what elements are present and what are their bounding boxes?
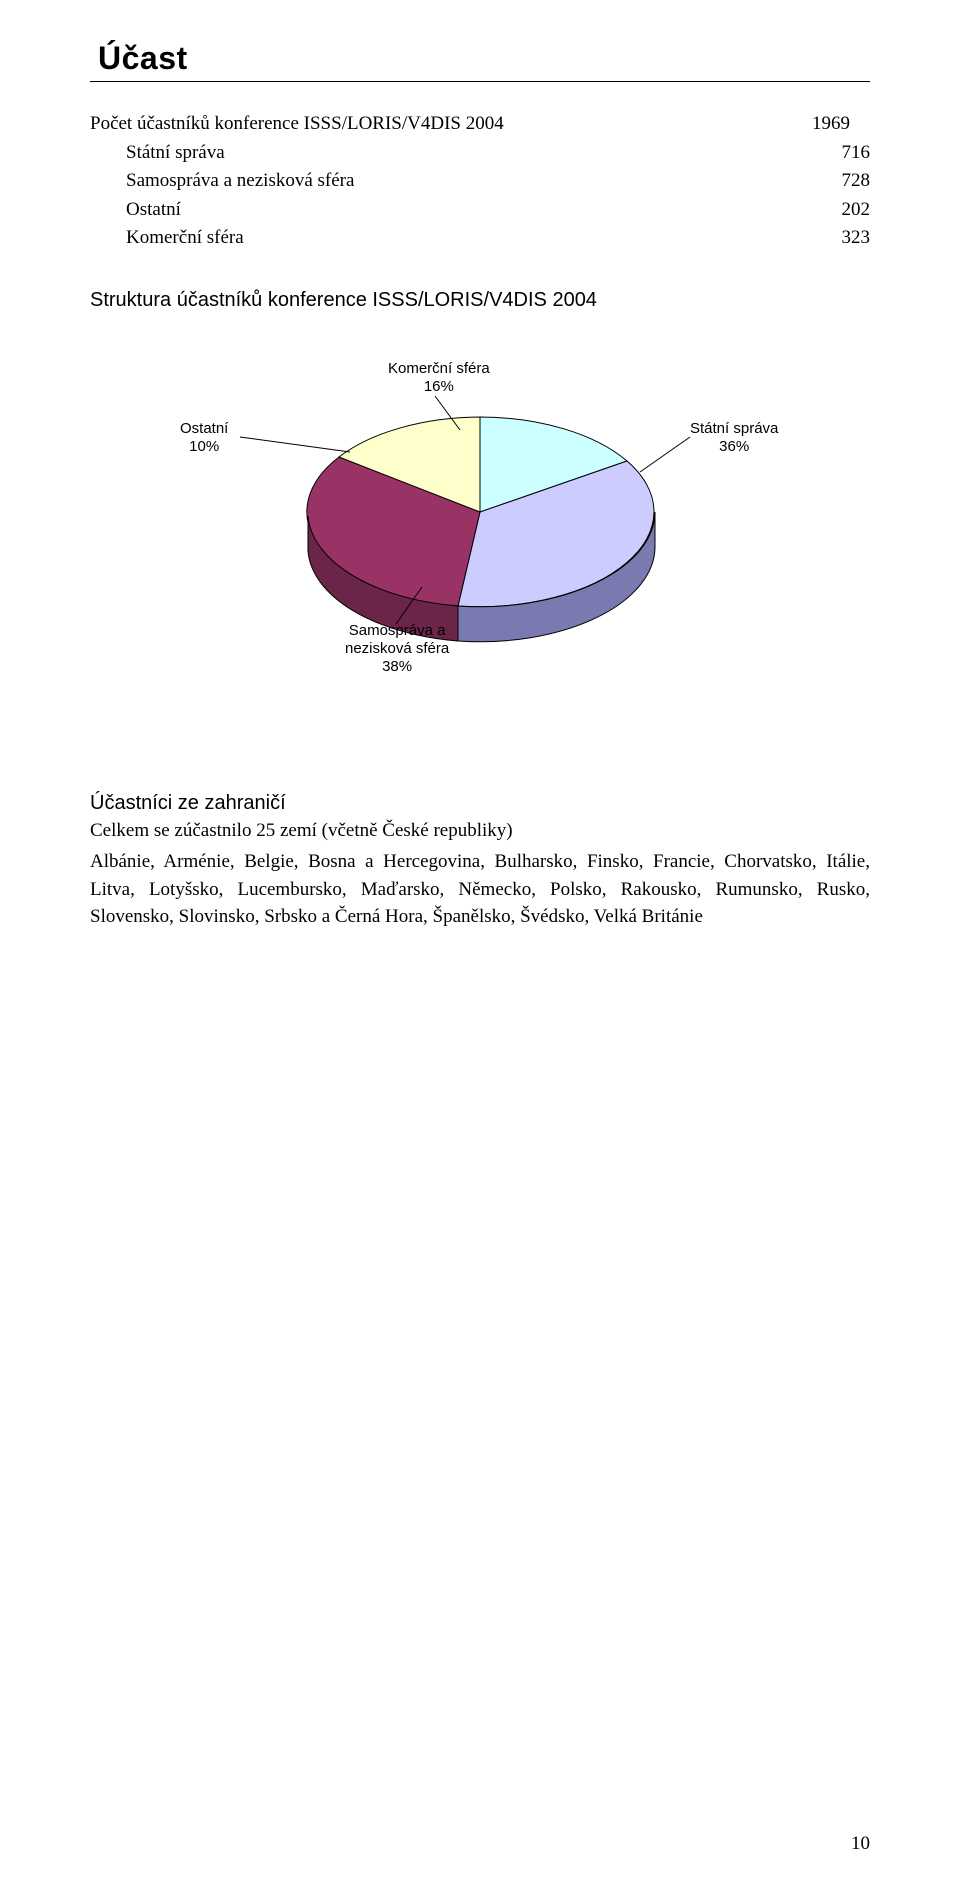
pie-label-line: Samospráva a xyxy=(349,622,446,639)
page-number: 10 xyxy=(851,1833,870,1855)
stats-row: Samospráva a nezisková sféra 728 xyxy=(90,167,870,196)
foreign-body: Albánie, Arménie, Belgie, Bosna a Herceg… xyxy=(90,848,870,931)
page-title: Účast xyxy=(98,40,870,77)
pie-label-line: 10% xyxy=(189,438,219,455)
stats-label: Samospráva a nezisková sféra xyxy=(126,167,354,196)
stats-total-label: Počet účastníků konference ISSS/LORIS/V4… xyxy=(90,110,504,139)
foreign-heading: Účastníci ze zahraničí xyxy=(90,792,870,815)
stats-row: Komerční sféra 323 xyxy=(90,224,870,253)
pie-label-line: Komerční sféra xyxy=(388,360,490,377)
stats-label: Státní správa xyxy=(126,139,225,168)
title-divider xyxy=(90,81,870,82)
pie-label-line: 16% xyxy=(424,378,454,395)
pie-svg xyxy=(130,342,870,722)
pie-label-samosprava: Samospráva a nezisková sféra 38% xyxy=(345,622,449,676)
chart-heading: Struktura účastníků konference ISSS/LORI… xyxy=(90,289,870,312)
pie-label-line: 38% xyxy=(382,658,412,675)
stats-value: 202 xyxy=(842,196,871,225)
stats-label: Komerční sféra xyxy=(126,224,244,253)
stats-value: 323 xyxy=(842,224,871,253)
stats-label: Ostatní xyxy=(126,196,181,225)
stats-block: Počet účastníků konference ISSS/LORIS/V4… xyxy=(90,110,870,253)
pie-label-komercni: Komerční sféra 16% xyxy=(388,360,490,396)
leader-line xyxy=(640,437,690,472)
stats-row: Ostatní 202 xyxy=(90,196,870,225)
pie-label-line: 36% xyxy=(719,438,749,455)
stats-total-value: 1969 xyxy=(812,110,850,139)
stats-value: 728 xyxy=(842,167,871,196)
pie-label-line: nezisková sféra xyxy=(345,640,449,657)
stats-row: Státní správa 716 xyxy=(90,139,870,168)
pie-label-line: Ostatní xyxy=(180,420,228,437)
leader-line xyxy=(240,437,350,452)
pie-label-statni: Státní správa 36% xyxy=(690,420,778,456)
pie-label-line: Státní správa xyxy=(690,420,778,437)
pie-chart: Ostatní 10% Komerční sféra 16% Státní sp… xyxy=(130,342,870,722)
foreign-line1: Celkem se zúčastnilo 25 zemí (včetně Čes… xyxy=(90,817,870,845)
stats-value: 716 xyxy=(842,139,871,168)
pie-label-ostatni: Ostatní 10% xyxy=(180,420,228,456)
